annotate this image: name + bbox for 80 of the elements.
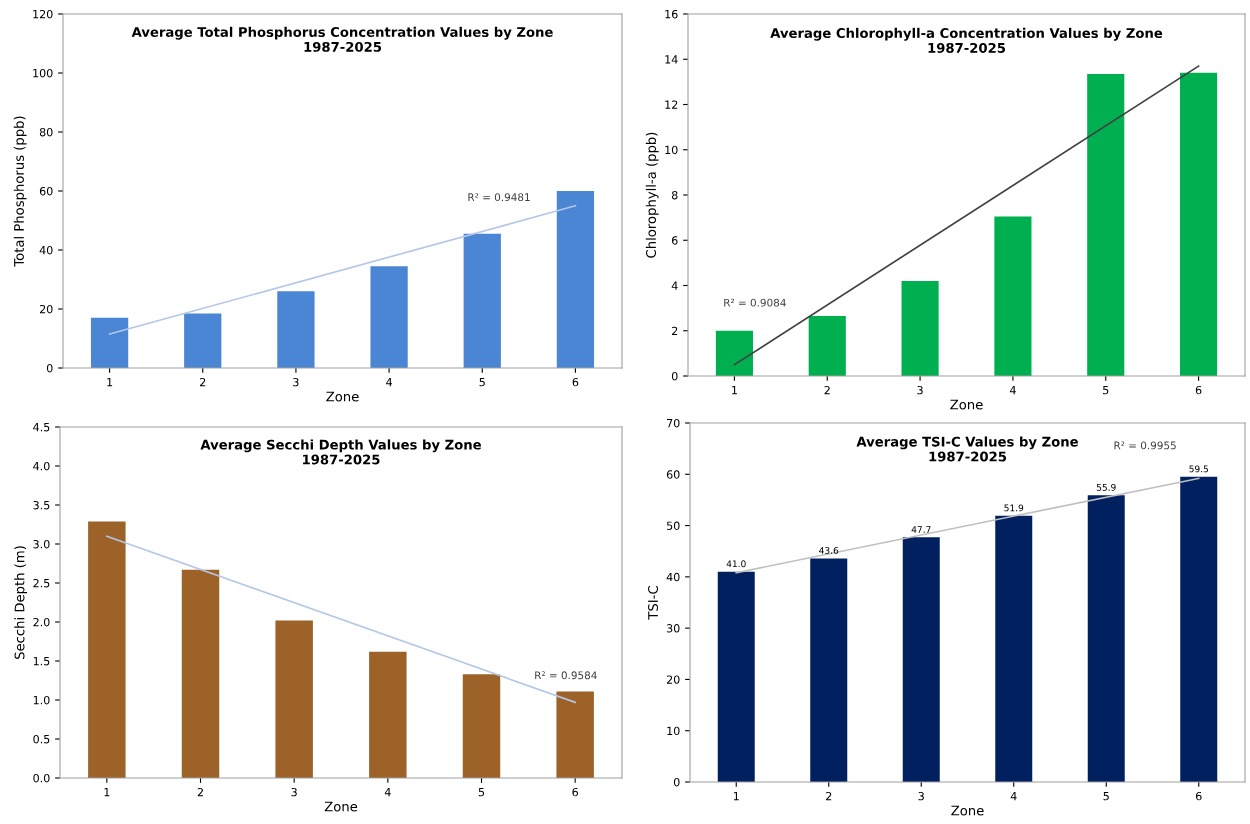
y-tick-label: 120 [33,9,53,19]
y-tick-label: 20 [39,304,53,314]
x-tick-label: 4 [384,788,391,797]
y-tick-label: 3.0 [33,539,50,549]
x-tick-label: 6 [1195,385,1202,395]
x-tick-label: 4 [386,378,392,387]
annotation: R² = 0.9584 [535,671,597,680]
annotation: R² = 0.9481 [468,193,530,202]
x-tick-label: 2 [824,385,830,395]
y-axis-title: Chlorophyll-a (ppb) [645,132,659,258]
y-tick-label: 40 [39,245,53,255]
x-tick-label: 3 [293,377,299,387]
text: Average Chlorophyll-a Concentration Values by Zone 1987-2025 [770,27,1163,53]
data-label: 51.9 [1004,504,1024,512]
y-tick-label: 30 [666,624,680,633]
y-tick-label: 0.0 [33,773,50,783]
y-tick-label: 0 [671,371,678,381]
y-tick-label: 0 [46,363,53,373]
x-axis-title: Zone [951,805,984,816]
x-axis-title: Zone [326,391,359,402]
data-label: 43.6 [819,547,839,554]
y-tick-label: 80 [39,127,53,137]
x-tick-label: 4 [1010,792,1017,801]
y-tick-label: 8 [671,190,678,200]
annotation: R² = 0.9084 [724,298,786,307]
y-axis-title: Total Phosphorus (ppb) [13,116,27,267]
y-tick-label: 12 [665,100,678,109]
data-label: 55.9 [1096,483,1116,491]
x-tick-label: 5 [1103,792,1109,801]
y-tick-label: 2.5 [33,578,50,588]
text: Average TSI-C Values by Zone 1987-2025 [856,436,1078,462]
text: Average Total Phosphorus Concentration Values by Zone 1987-2025 [131,26,553,52]
y-tick-label: 10 [665,145,678,155]
x-tick-label: 1 [104,788,110,797]
y-axis-title: Secchi Depth (m) [14,546,28,660]
x-tick-label: 3 [291,787,297,797]
y-tick-label: 14 [665,55,678,64]
y-tick-label: 100 [33,68,53,78]
y-tick-label: 20 [666,675,680,684]
x-tick-label: 6 [572,377,579,387]
y-tick-label: 50 [667,521,680,530]
x-tick-label: 3 [917,385,923,395]
y-tick-label: 4.0 [33,461,50,471]
y-tick-label: 0.5 [33,734,50,744]
y-tick-label: 2.0 [33,617,50,627]
y-tick-label: 4 [671,281,678,290]
y-tick-label: 70 [667,418,680,428]
x-tick-label: 2 [200,377,206,387]
annotation: R² = 0.9955 [1114,441,1176,450]
data-label: 47.7 [911,526,931,533]
x-tick-label: 6 [1195,791,1202,801]
x-tick-label: 3 [918,791,924,801]
y-tick-label: 16 [665,9,678,19]
y-tick-label: 1.5 [33,657,50,666]
x-axis-title: Zone [324,801,358,812]
y-tick-label: 1.0 [33,695,50,705]
y-tick-label: 60 [666,470,680,479]
x-tick-label: 6 [572,787,578,797]
y-tick-label: 10 [667,726,680,736]
y-tick-label: 2 [672,326,678,335]
x-tick-label: 4 [1009,386,1016,395]
x-tick-label: 2 [197,787,203,797]
y-tick-label: 60 [39,186,53,196]
x-tick-label: 2 [826,791,832,801]
x-tick-label: 5 [479,378,485,387]
x-tick-label: 1 [107,378,113,387]
data-label: 41.0 [726,560,746,568]
y-tick-label: 6 [671,236,678,245]
y-tick-label: 3.5 [33,500,50,510]
y-tick-label: 0 [673,777,680,787]
y-tick-label: 40 [666,572,680,582]
x-tick-label: 5 [1103,386,1109,395]
text: Average Secchi Depth Values by Zone 1987-2025 [200,439,481,465]
x-axis-title: Zone [950,399,983,410]
data-label: 59.5 [1189,465,1209,473]
x-tick-label: 1 [732,386,737,395]
x-tick-label: 1 [733,792,739,801]
y-tick-label: 4.5 [33,423,50,432]
x-tick-label: 5 [478,788,485,797]
y-axis-title: TSI-C [648,586,659,620]
